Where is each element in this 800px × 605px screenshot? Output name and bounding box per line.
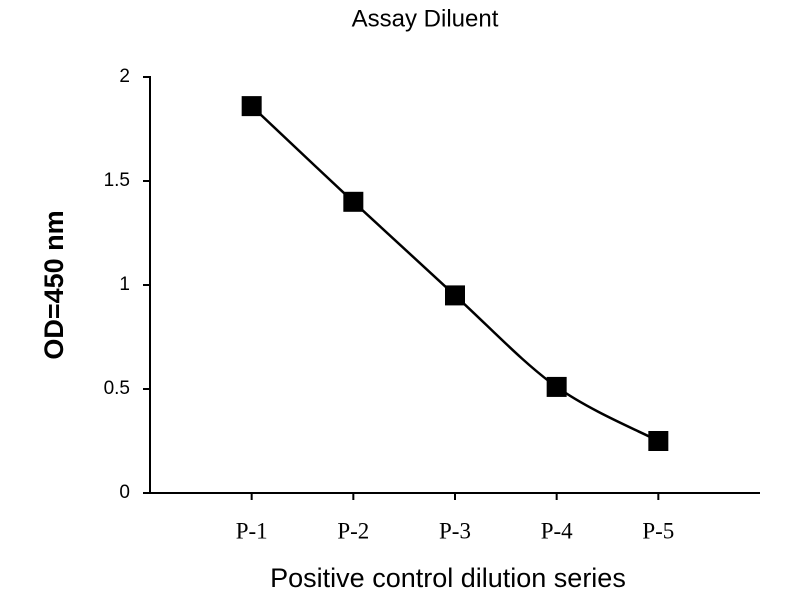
y-axis-label: OD=450 nm	[39, 210, 69, 359]
marker	[648, 431, 669, 451]
chart-title: Assay Diluent	[352, 5, 499, 32]
series-line	[250, 105, 659, 443]
y-tick-label: 0	[119, 482, 130, 503]
marker	[343, 191, 364, 212]
y-tick-label: 2	[119, 66, 130, 87]
marker	[445, 285, 465, 306]
x-tick-label: P-2	[337, 518, 369, 543]
x-tick-label: P-1	[236, 518, 268, 543]
x-tick-label: P-3	[439, 518, 471, 543]
y-tick-label: 1	[119, 274, 130, 295]
x-tick-label: P-4	[541, 518, 573, 543]
x-tick-label: P-5	[642, 518, 674, 543]
marker	[546, 376, 567, 397]
y-tick-label: 1.5	[104, 170, 130, 191]
marker	[241, 96, 262, 117]
y-tick-label: 0.5	[104, 378, 130, 399]
x-axis-label: Positive control dilution series	[270, 563, 626, 593]
